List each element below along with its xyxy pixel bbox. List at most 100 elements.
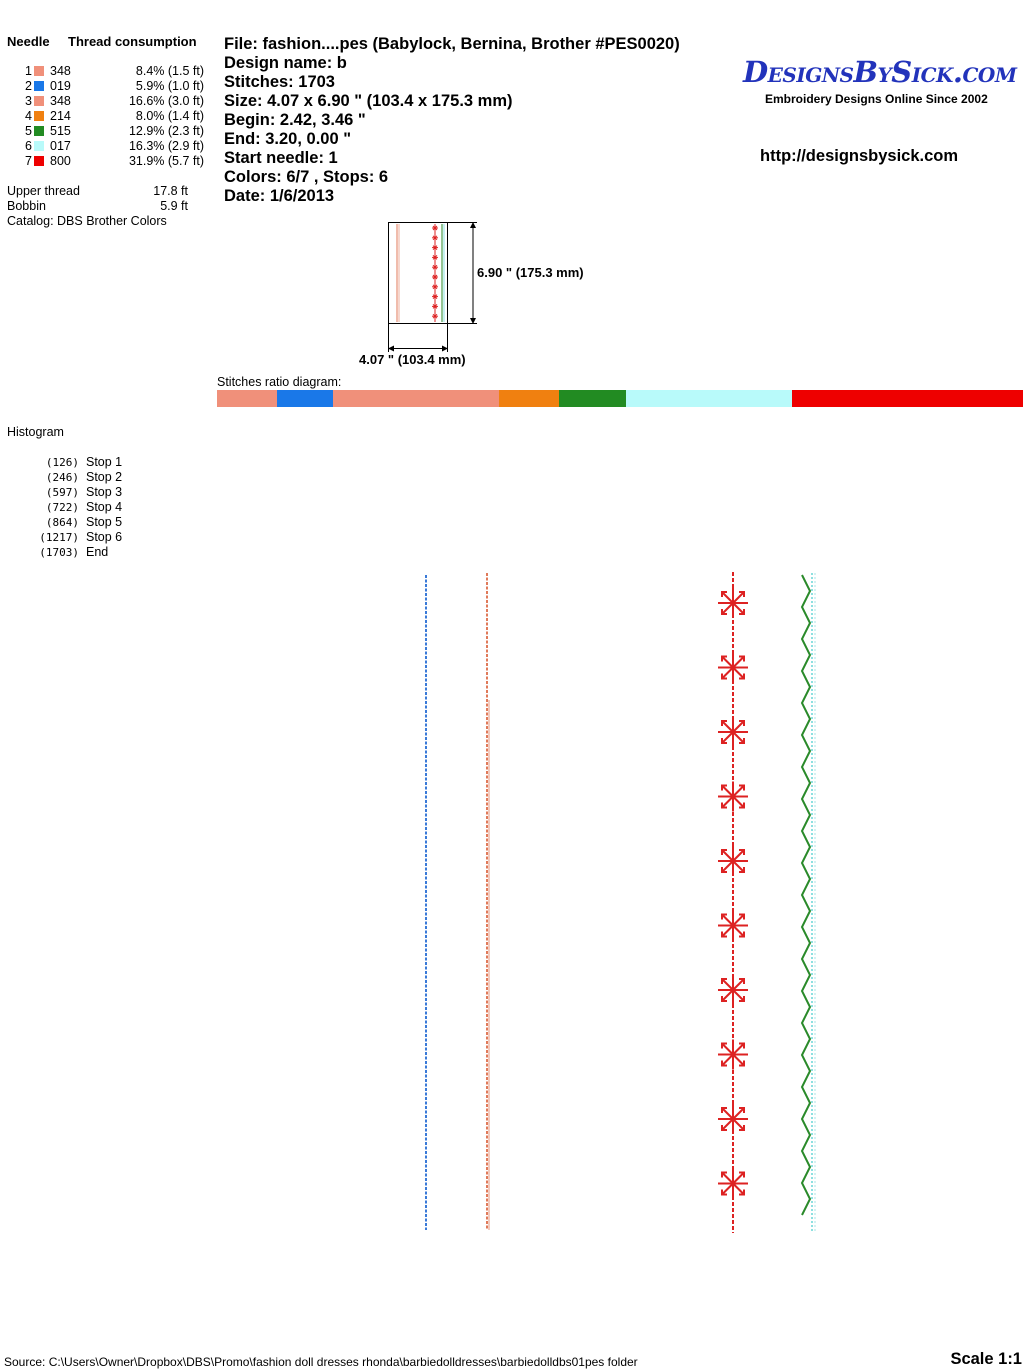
thread-consumption: 16.3% (2.9 ft) [128, 139, 204, 153]
date-line: Date: 1/6/2013 [224, 187, 335, 205]
histogram-row: (864) Stop 5 [7, 515, 157, 530]
snowflake-motif [718, 781, 748, 812]
needle-row: 3 348 16.6% (3.0 ft) [7, 94, 207, 109]
stitch-count: (597) [45, 486, 79, 499]
thread-code: 515 [50, 124, 71, 138]
snowflake-motif [718, 846, 748, 876]
needle-header: Needle [7, 34, 50, 49]
thread-code: 348 [50, 64, 71, 78]
catalog-label: Catalog: DBS Brother Colors [7, 214, 167, 228]
begin-line: Begin: 2.42, 3.46 " [224, 111, 366, 129]
bobbin-value: 5.9 ft [160, 199, 188, 213]
needle-row: 5 515 12.9% (2.3 ft) [7, 124, 207, 139]
stitches-line: Stitches: 1703 [224, 73, 335, 91]
file-line: File: fashion....pes (Babylock, Bernina,… [224, 35, 680, 53]
snowflake-motif [718, 588, 748, 618]
stop-label: Stop 4 [86, 500, 123, 514]
color-swatch [34, 66, 44, 76]
thread-consumption: 8.4% (1.5 ft) [135, 64, 204, 78]
needle-number: 6 [25, 139, 32, 153]
stop-label: Stop 2 [86, 470, 123, 484]
needle-number: 1 [25, 64, 32, 78]
thread-code: 348 [50, 94, 71, 108]
stop-label: Stop 3 [86, 485, 123, 499]
ratio-segment [333, 390, 500, 407]
upper-thread-label: Upper thread [7, 184, 80, 198]
site-url[interactable]: http://designsbysick.com [760, 147, 959, 165]
snowflake-motif [718, 910, 748, 941]
thread-code: 017 [50, 139, 71, 153]
thread-code: 019 [50, 79, 71, 93]
needle-list: 1 348 8.4% (1.5 ft) 2 019 5.9% (1.0 ft) 3 348 16… [7, 64, 212, 174]
needle-number: 2 [25, 79, 32, 93]
color-swatch [34, 111, 44, 121]
ratio-segment [792, 390, 1023, 407]
source-path: Source: C:\Users\Owner\Dropbox\DBS\Promo… [4, 1355, 638, 1369]
brand-logo: DesignsBySick.com Embroidery Designs Onl… [735, 55, 1020, 115]
snowflake-motif [718, 1168, 748, 1199]
ratio-segment [558, 390, 626, 407]
needle-number: 5 [25, 124, 32, 138]
ratio-diagram-label: Stitches ratio diagram: [217, 375, 342, 389]
size-line: Size: 4.07 x 6.90 " (103.4 x 175.3 mm) [224, 92, 513, 110]
upper-thread-value: 17.8 ft [153, 184, 188, 198]
logo-wordmark: DesignsBySick.com [743, 55, 1017, 89]
thread-consumption: 31.9% (5.7 ft) [128, 154, 204, 168]
ratio-bar [217, 390, 1023, 407]
scale-label: Scale 1:1 [950, 1350, 1022, 1368]
snowflake-motif [718, 1104, 748, 1134]
needle-row: 1 348 8.4% (1.5 ft) [7, 64, 207, 79]
snowflake-motif [718, 652, 748, 683]
end-line: End: 3.20, 0.00 " [224, 130, 352, 148]
color-swatch [34, 81, 44, 91]
histogram-row: (1703) End [7, 545, 157, 560]
thread-consumption: 8.0% (1.4 ft) [135, 109, 204, 123]
snowflake-motifs [718, 588, 748, 1199]
histogram-row: (722) Stop 4 [7, 500, 157, 515]
color-swatch [34, 141, 44, 151]
bobbin-label: Bobbin [7, 199, 46, 213]
design-thumbnail: 6.90 " (175.3 mm) 4.07 " (103.4 mm) [355, 218, 605, 373]
histogram-title: Histogram [7, 425, 64, 439]
thread-code: 800 [50, 154, 71, 168]
stitch-count: (246) [45, 471, 79, 484]
stop-label: Stop 1 [86, 455, 123, 469]
needle-number: 7 [25, 154, 32, 168]
thread-consumption: 5.9% (1.0 ft) [135, 79, 204, 93]
needle-row: 7 800 31.9% (5.7 ft) [7, 154, 207, 169]
thread-consumption: 16.6% (3.0 ft) [128, 94, 204, 108]
needle-row: 6 017 16.3% (2.9 ft) [7, 139, 207, 154]
histogram-row: (597) Stop 3 [7, 485, 157, 500]
colors-stops-line: Colors: 6/7 , Stops: 6 [224, 168, 389, 186]
color-swatch [34, 126, 44, 136]
thread-consumption: 12.9% (2.3 ft) [128, 124, 204, 138]
consumption-header: Thread consumption [68, 34, 197, 49]
histogram-row: (1217) Stop 6 [7, 530, 157, 545]
ratio-segment [276, 390, 334, 407]
needle-number: 3 [25, 94, 32, 108]
needle-number: 4 [25, 109, 32, 123]
thread-code: 214 [50, 109, 71, 123]
thumbnail-width-label: 4.07 " (103.4 mm) [359, 352, 466, 367]
stitch-count: (1703) [39, 546, 79, 559]
ratio-segment [217, 390, 277, 407]
stop-label: Stop 5 [86, 515, 123, 529]
color-swatch [34, 96, 44, 106]
snowflake-motif [718, 975, 748, 1005]
histogram-list: (126) Stop 1 (246) Stop 2 (597) Stop 3 (722) St… [7, 455, 167, 565]
needle-row: 4 214 8.0% (1.4 ft) [7, 109, 207, 124]
snowflake-motif [718, 717, 748, 747]
ratio-segment [499, 390, 559, 407]
color-swatch [34, 156, 44, 166]
stitch-count: (1217) [39, 531, 79, 544]
thumbnail-drawing [388, 222, 477, 352]
needle-panel: Needle Thread consumption 1 348 8.4% (1.5 … [7, 34, 217, 234]
design-preview [425, 572, 816, 1233]
design-name-line: Design name: b [224, 54, 347, 72]
stop-label: End [86, 545, 109, 559]
histogram-row: (246) Stop 2 [7, 470, 157, 485]
ratio-segment [625, 390, 793, 407]
needle-row: 2 019 5.9% (1.0 ft) [7, 79, 207, 94]
thumbnail-height-label: 6.90 " (175.3 mm) [477, 265, 584, 280]
green-zigzag-line [800, 574, 812, 1216]
